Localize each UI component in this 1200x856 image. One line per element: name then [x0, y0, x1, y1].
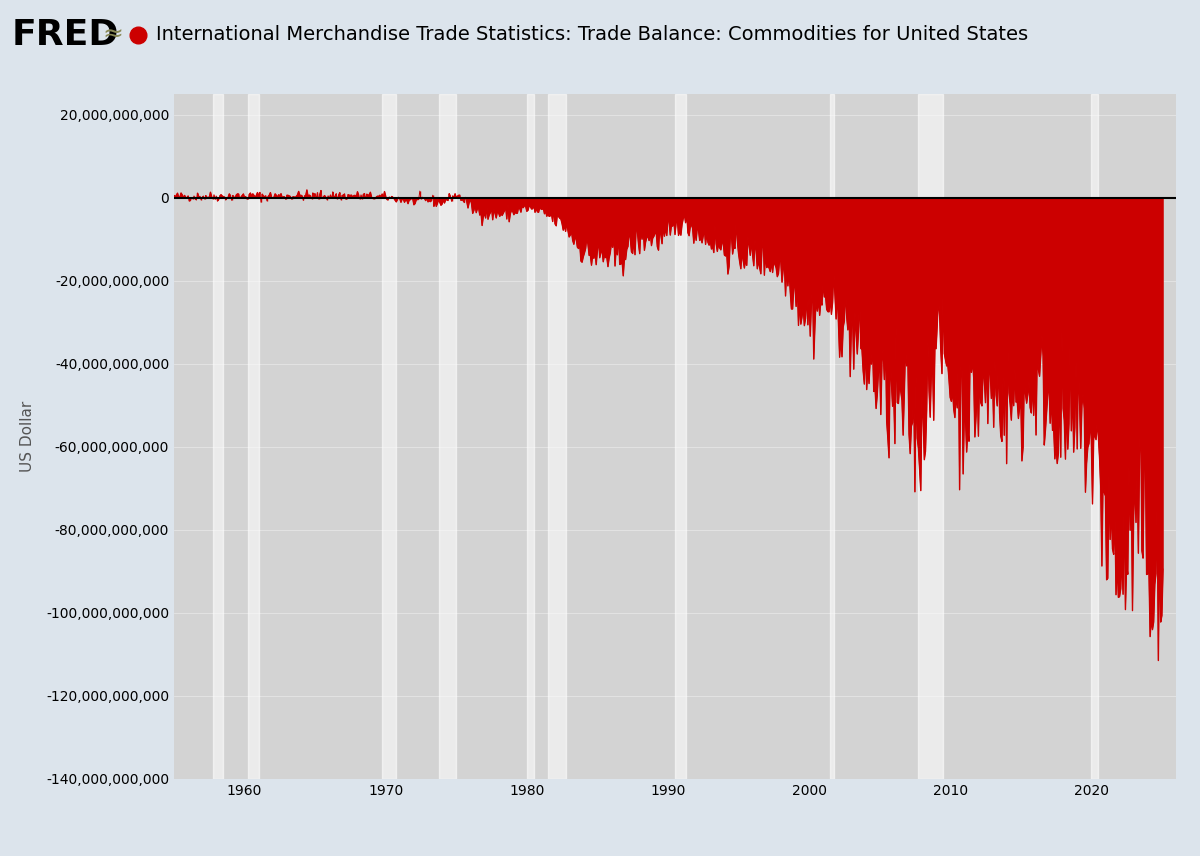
Text: FRED: FRED — [12, 18, 119, 51]
Bar — [1091, 94, 1098, 779]
Bar — [527, 94, 534, 779]
Bar — [674, 94, 685, 779]
Bar — [548, 94, 565, 779]
Bar — [212, 94, 223, 779]
Bar — [248, 94, 259, 779]
Bar — [918, 94, 943, 779]
Y-axis label: US Dollar: US Dollar — [20, 401, 35, 473]
Text: ≈: ≈ — [102, 22, 124, 47]
Bar — [830, 94, 834, 779]
Bar — [439, 94, 456, 779]
Text: International Merchandise Trade Statistics: Trade Balance: Commodities for Unite: International Merchandise Trade Statisti… — [156, 25, 1028, 45]
Bar — [382, 94, 396, 779]
